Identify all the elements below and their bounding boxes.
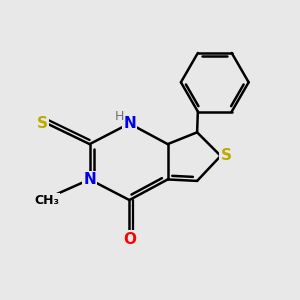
Text: N: N (83, 172, 96, 187)
Text: H: H (115, 110, 124, 123)
Text: N: N (123, 116, 136, 131)
Text: CH₃: CH₃ (34, 194, 59, 207)
Text: O: O (123, 232, 136, 247)
Text: S: S (37, 116, 48, 131)
Text: S: S (220, 148, 232, 164)
